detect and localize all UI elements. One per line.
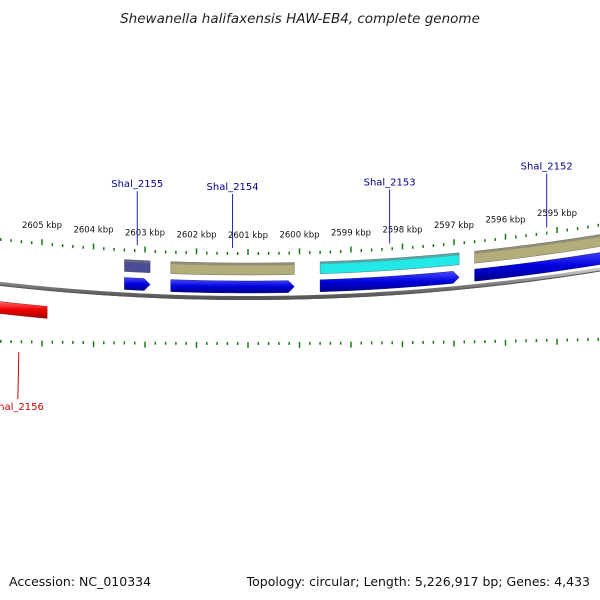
gene-arrow	[170, 279, 295, 294]
ruler-label: 2597 kbp	[434, 221, 474, 231]
label-leader	[17, 351, 20, 400]
ruler-label: 2598 kbp	[382, 226, 422, 236]
ruler-label: 2603 kbp	[125, 229, 165, 239]
ruler-label: 2599 kbp	[331, 229, 371, 239]
gene-arrow	[0, 301, 48, 319]
upper-tick-track	[0, 223, 599, 255]
gene-label: Shal_2153	[364, 177, 416, 188]
gene-labels: Shal_2152 Shal_2153 Shal_2154 Shal_2155 Shal…	[0, 161, 573, 413]
gene-track	[0, 252, 600, 319]
topology-text: Topology: circular; Length: 5,226,917 bp…	[246, 574, 590, 589]
ruler-label: 2596 kbp	[485, 216, 525, 226]
ruler-label: 2600 kbp	[279, 230, 319, 240]
backbone-shadow	[0, 270, 600, 301]
ruler-label: 2602 kbp	[176, 230, 216, 240]
gene-label: Shal_2154	[207, 182, 259, 193]
feature-box-edge	[474, 234, 600, 254]
feature-track	[124, 234, 600, 276]
feature-box-edge	[320, 252, 460, 265]
label-leaders	[17, 173, 548, 400]
gene-label: Shal_2156	[0, 402, 44, 413]
gene-label: Shal_2152	[521, 161, 573, 172]
gene-arrow	[124, 277, 151, 291]
ruler-labels: 2605 kbp 2604 kbp 2603 kbp 2602 kbp 2601 kbp…	[22, 209, 577, 241]
genome-backbone	[0, 267, 600, 301]
gene-label: Shal_2155	[111, 179, 163, 190]
gene-arrow	[474, 252, 600, 282]
ruler-label: 2595 kbp	[537, 209, 577, 219]
gene-arrow	[319, 271, 460, 293]
map-title: Shewanella halifaxensis HAW-EB4, complet…	[120, 11, 480, 27]
ruler-label: 2604 kbp	[73, 226, 113, 236]
feature-box-edge	[124, 259, 151, 264]
lower-tick-track	[0, 337, 599, 348]
ruler-label: 2601 kbp	[228, 231, 268, 241]
feature-box-edge	[170, 261, 295, 266]
accession-text: Accession: NC_010334	[9, 574, 151, 589]
ruler-label: 2605 kbp	[22, 221, 62, 231]
backbone-line	[0, 267, 600, 301]
